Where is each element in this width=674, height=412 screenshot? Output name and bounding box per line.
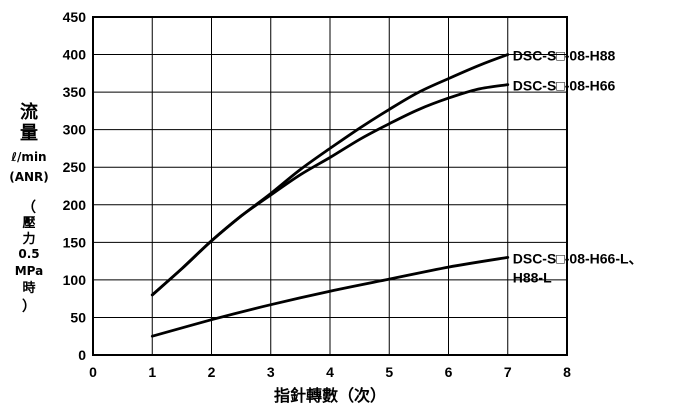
series-label-line: DSC-S□-08-H66: [513, 78, 616, 94]
x-tick-label: 1: [148, 364, 156, 380]
y-axis-label-line: 0.5: [18, 247, 39, 261]
y-tick-label: 0: [78, 347, 86, 363]
series-line-h66: [150, 83, 510, 297]
series-label-l: DSC-S□-08-H66-L、 H88-L: [513, 250, 643, 285]
x-tick-label: 3: [267, 364, 275, 380]
y-tick-labels: 0 50 100 150 200 250 300 350 400 450: [63, 9, 87, 363]
x-tick-label: 0: [89, 364, 97, 380]
x-axis-label: 指針轉數（次）: [274, 386, 386, 405]
y-tick-label: 300: [63, 122, 87, 138]
y-axis-label-line: (ANR): [9, 170, 49, 184]
plot-frame: [92, 16, 568, 356]
y-tick-label: 100: [63, 272, 87, 288]
series-label-h88: DSC-S□-08-H88: [513, 48, 616, 64]
series-label-h66: DSC-S□-08-H66: [513, 78, 616, 94]
y-tick-label: 150: [63, 234, 87, 250]
series-line-l: [150, 255, 510, 338]
x-tick-label: 5: [385, 364, 393, 380]
y-axis-label: 流量 ℓ/min (ANR) （壓力0.5 MPa 時 ）: [9, 101, 49, 315]
y-tick-label: 450: [63, 9, 87, 25]
y-axis-label-line: 壓: [22, 216, 35, 231]
x-tick-label: 7: [504, 364, 512, 380]
y-axis-label-line: 量: [20, 122, 38, 144]
x-tick-labels: 0 1 2 3 4 5 6 7 8: [89, 364, 571, 380]
series-label-line: DSC-S□-08-H66-L、: [513, 250, 643, 266]
y-tick-label: 200: [63, 197, 87, 213]
x-tick-label: 6: [445, 364, 453, 380]
y-axis-label-line: （: [22, 200, 36, 216]
x-tick-label: 8: [563, 364, 571, 380]
series-lines: [150, 53, 510, 338]
y-tick-label: 400: [63, 47, 87, 63]
y-axis-label-line: 流: [20, 101, 38, 123]
series-label-line: H88-L: [513, 269, 552, 285]
series-labels: DSC-S□-08-H88 DSC-S□-08-H66 DSC-S□-08-H66-…: [513, 48, 643, 286]
y-axis-label-line: ）: [22, 299, 36, 315]
x-tick-label: 4: [326, 364, 334, 380]
series-label-line: DSC-S□-08-H88: [513, 48, 616, 64]
y-axis-label-line: ℓ/min: [10, 150, 46, 164]
grid-lines: [92, 16, 568, 356]
y-axis-label-line: MPa: [15, 264, 44, 278]
x-tick-label: 2: [208, 364, 216, 380]
y-axis-label-line: 力: [22, 231, 35, 247]
y-tick-label: 350: [63, 84, 87, 100]
y-tick-label: 50: [70, 309, 86, 325]
y-tick-label: 250: [63, 159, 87, 175]
y-axis-label-line: 時: [22, 280, 35, 296]
